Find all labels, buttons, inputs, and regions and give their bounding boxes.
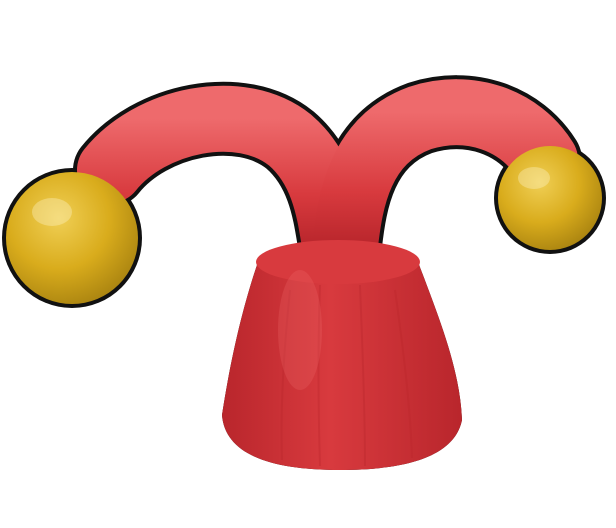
left-bell-highlight — [32, 198, 72, 226]
left-horn — [77, 85, 368, 278]
horn-junction — [256, 240, 420, 284]
hat-body-folds — [280, 284, 413, 467]
right-horn — [312, 79, 578, 278]
right-bell — [498, 146, 602, 250]
body-highlight — [278, 270, 322, 390]
left-bell — [6, 172, 138, 304]
right-bell-highlight — [518, 167, 550, 189]
hat-body — [222, 262, 462, 470]
